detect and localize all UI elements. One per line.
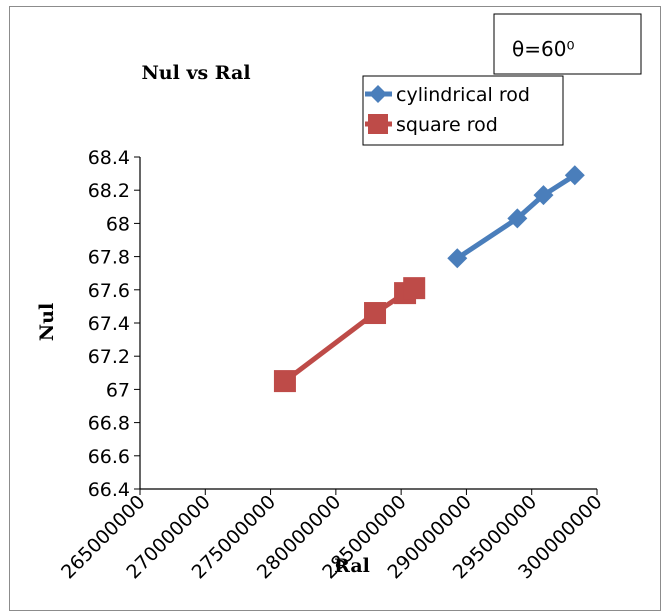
chart-title: Nul vs Ral: [141, 62, 250, 84]
series-2: [273, 277, 426, 393]
square-point: [403, 277, 426, 300]
diamond-point: [507, 208, 528, 229]
series-1: [447, 165, 585, 269]
legend-label: cylindrical rod: [396, 84, 530, 106]
diamond-point: [447, 248, 468, 269]
annotation-text: θ=60⁰: [512, 37, 574, 61]
y-tick-label: 66.6: [88, 446, 130, 468]
plot-area: [273, 165, 585, 393]
diamond-point: [533, 185, 554, 206]
legend-marker: [368, 114, 388, 134]
diamond-point: [564, 165, 585, 186]
y-tick-label: 68: [106, 213, 130, 235]
legend-item: square rod: [365, 114, 498, 136]
y-tick-label: 67: [106, 379, 130, 401]
annotation-box: θ=60⁰: [493, 13, 642, 75]
square-point: [273, 370, 296, 393]
legend-item: cylindrical rod: [365, 84, 530, 106]
series-line: [455, 173, 577, 261]
y-tick-label: 67.4: [88, 313, 130, 335]
legend-label: square rod: [396, 114, 498, 136]
x-axis-title: Ral: [334, 555, 370, 577]
square-point: [364, 302, 387, 325]
y-tick-label: 66.8: [88, 413, 130, 435]
legend: cylindrical rod square rod: [362, 75, 564, 146]
y-tick-label: 66.4: [88, 479, 130, 501]
y-tick-label: 67.2: [88, 346, 130, 368]
y-tick-label: 67.6: [88, 280, 130, 302]
legend-marker: [369, 85, 387, 103]
y-tick-label: 68.2: [88, 180, 130, 202]
y-tick-label: 68.4: [88, 147, 130, 169]
y-axis-title: Nul: [36, 303, 58, 341]
y-tick-label: 67.8: [88, 247, 130, 269]
